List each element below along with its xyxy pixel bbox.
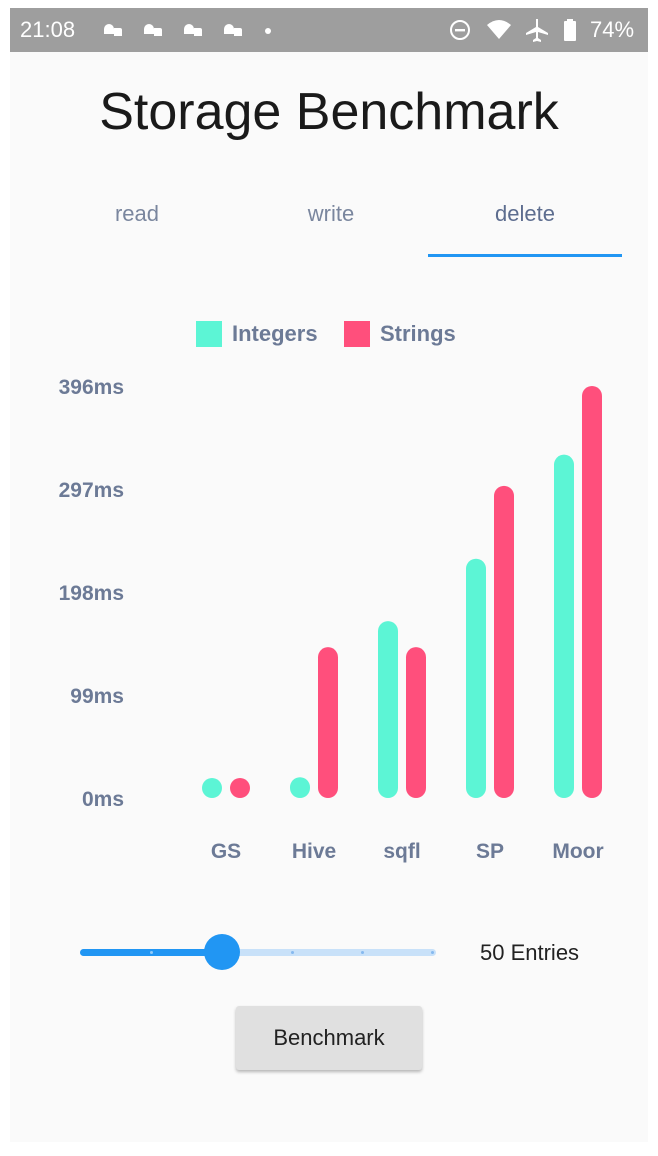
y-tick-label: 0ms	[82, 788, 124, 811]
x-tick-label: SP	[476, 840, 504, 863]
entries-slider[interactable]	[78, 933, 438, 973]
notification-icon	[104, 24, 122, 36]
benchmark-button[interactable]: Benchmark	[236, 1006, 422, 1070]
notification-icon	[184, 24, 202, 36]
wifi-icon	[487, 20, 511, 39]
phone-screen: 21:08 74% Storage Benchmark read write d…	[10, 8, 648, 1142]
tab-delete[interactable]: delete	[495, 201, 555, 226]
notification-icon	[144, 24, 162, 36]
y-tick-label: 297ms	[59, 479, 124, 502]
status-time: 21:08	[20, 17, 76, 42]
bar-strings-sp	[494, 485, 514, 798]
tab-bar: read write delete	[40, 178, 622, 258]
bar-chart-svg: 0ms 99ms 198ms 297ms 396ms GS Hive sqfl SP Moor	[59, 376, 604, 863]
legend-swatch-integers	[196, 321, 222, 347]
y-tick-label: 99ms	[70, 685, 124, 708]
bar-integers-moor	[554, 454, 574, 798]
dot-icon	[265, 28, 271, 34]
x-tick-label: Moor	[552, 840, 603, 863]
legend-label-strings: Strings	[380, 321, 456, 346]
slider-track	[80, 949, 436, 956]
bar-chart: 0ms 99ms 198ms 297ms 396ms GS Hive sqfl SP Moor	[10, 368, 648, 888]
status-bar: 21:08 74%	[10, 8, 648, 52]
x-tick-label: GS	[211, 840, 241, 863]
bar-integers-hive	[290, 777, 310, 798]
airplane-icon	[526, 19, 548, 42]
slider-tick	[291, 951, 294, 954]
bar-strings-sqfl	[406, 647, 426, 798]
notification-icon	[224, 24, 242, 36]
y-tick-label: 396ms	[59, 376, 124, 399]
slider-tick	[431, 951, 434, 954]
y-tick-label: 198ms	[59, 582, 124, 605]
entries-label: 50 Entries	[480, 940, 580, 965]
bar-strings-gs	[230, 778, 250, 798]
slider-tick	[150, 951, 153, 954]
bar-integers-gs	[202, 778, 222, 798]
slider-tick	[361, 951, 364, 954]
x-tick-label: Hive	[292, 840, 336, 863]
bar-strings-hive	[318, 647, 338, 798]
tab-indicator	[428, 254, 622, 257]
legend-swatch-strings	[344, 321, 370, 347]
slider-thumb[interactable]	[204, 934, 241, 970]
do-not-disturb-icon	[450, 20, 470, 40]
battery-icon	[564, 19, 576, 41]
page-title: Storage Benchmark	[99, 83, 559, 141]
bar-strings-moor	[582, 386, 602, 798]
tab-write[interactable]: write	[307, 201, 355, 226]
battery-percent: 74%	[590, 17, 635, 42]
x-tick-label: sqfl	[383, 840, 420, 863]
bar-integers-sqfl	[378, 621, 398, 798]
legend-label-integers: Integers	[232, 321, 318, 346]
bar-integers-sp	[466, 558, 486, 798]
tab-read[interactable]: read	[114, 201, 160, 226]
